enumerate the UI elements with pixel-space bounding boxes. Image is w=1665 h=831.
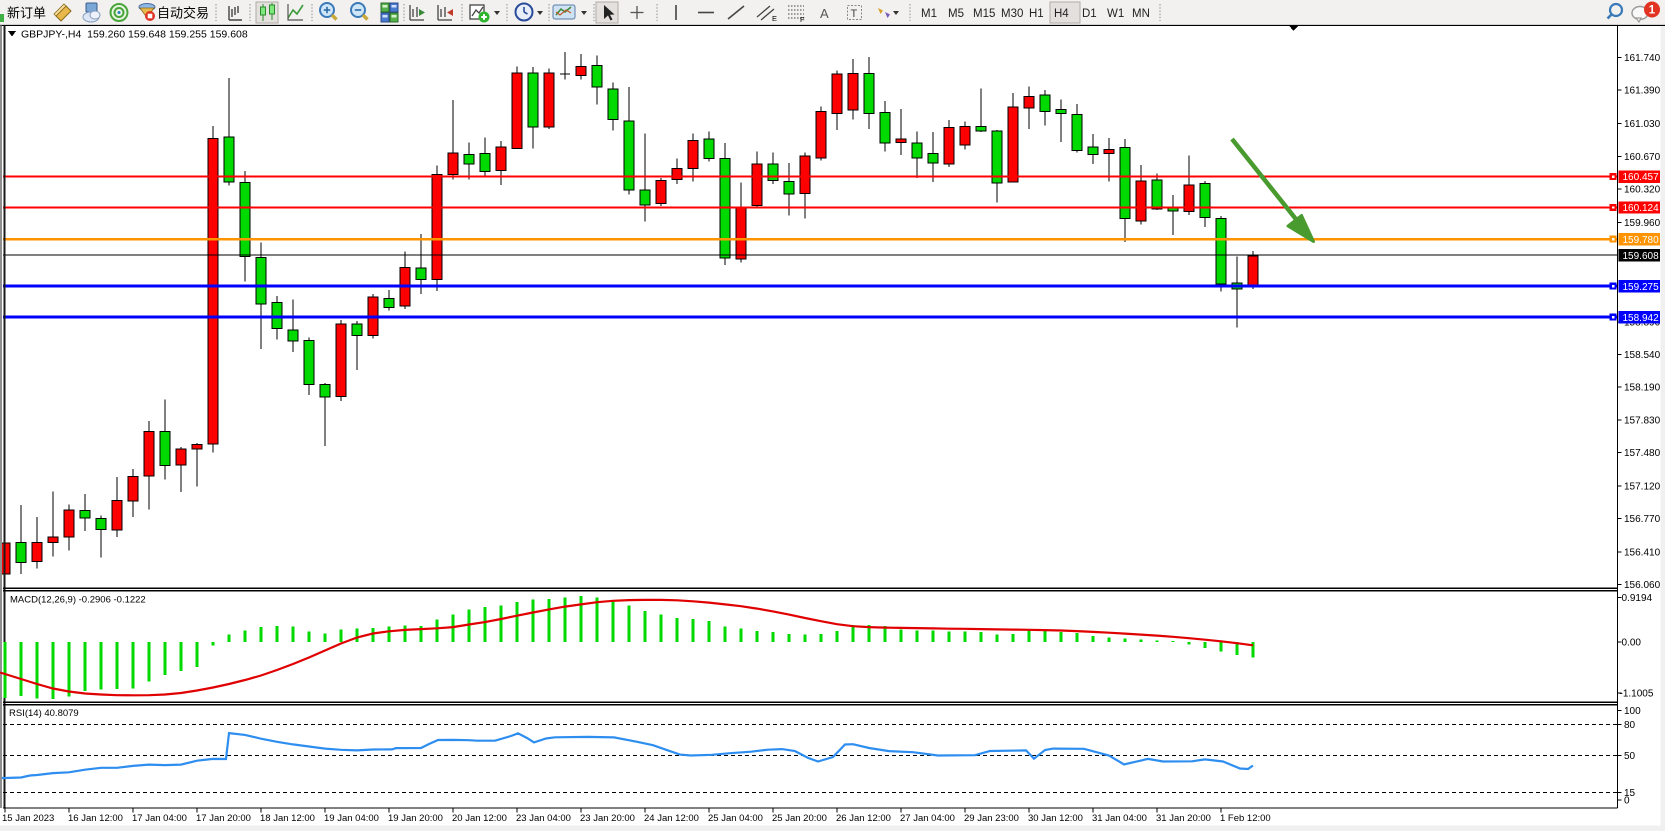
svg-text:D1: D1 <box>1082 8 1097 20</box>
svg-text:29 Jan 23:00: 29 Jan 23:00 <box>964 813 1019 824</box>
svg-text:E: E <box>772 14 777 23</box>
svg-text:0.9194: 0.9194 <box>1622 593 1653 604</box>
svg-text:18 Jan 12:00: 18 Jan 12:00 <box>260 813 315 824</box>
svg-text:159.780: 159.780 <box>1623 235 1660 246</box>
svg-text:1: 1 <box>1649 5 1656 17</box>
svg-text:27 Jan 04:00: 27 Jan 04:00 <box>900 813 955 824</box>
svg-text:-1.1005: -1.1005 <box>1620 689 1654 700</box>
svg-text:自动交易: 自动交易 <box>157 6 209 21</box>
svg-text:M15: M15 <box>973 8 995 20</box>
svg-text:156.410: 156.410 <box>1624 547 1661 558</box>
svg-text:M1: M1 <box>921 8 937 20</box>
svg-text:19 Jan 20:00: 19 Jan 20:00 <box>388 813 443 824</box>
svg-text:161.740: 161.740 <box>1624 53 1661 64</box>
svg-text:31 Jan 04:00: 31 Jan 04:00 <box>1092 813 1147 824</box>
svg-text:0: 0 <box>1624 795 1630 806</box>
svg-text:100: 100 <box>1624 706 1641 717</box>
svg-text:161.030: 161.030 <box>1624 119 1661 130</box>
svg-text:157.480: 157.480 <box>1624 448 1661 459</box>
svg-text:160.320: 160.320 <box>1624 185 1661 196</box>
svg-text:新订单: 新订单 <box>7 6 46 21</box>
svg-text:23 Jan 04:00: 23 Jan 04:00 <box>516 813 571 824</box>
svg-text:20 Jan 12:00: 20 Jan 12:00 <box>452 813 507 824</box>
svg-text:158.540: 158.540 <box>1624 350 1661 361</box>
svg-text:23 Jan 20:00: 23 Jan 20:00 <box>580 813 635 824</box>
svg-text:31 Jan 20:00: 31 Jan 20:00 <box>1156 813 1211 824</box>
svg-text:160.457: 160.457 <box>1623 172 1660 183</box>
svg-text:15 Jan 2023: 15 Jan 2023 <box>2 813 54 824</box>
svg-text:160.124: 160.124 <box>1623 203 1660 214</box>
svg-text:RSI(14) 40.8079: RSI(14) 40.8079 <box>9 708 79 719</box>
svg-text:H1: H1 <box>1029 8 1044 20</box>
svg-text:H4: H4 <box>1054 8 1069 20</box>
svg-text:16 Jan 12:00: 16 Jan 12:00 <box>68 813 123 824</box>
svg-text:25 Jan 04:00: 25 Jan 04:00 <box>708 813 763 824</box>
svg-text:19 Jan 04:00: 19 Jan 04:00 <box>324 813 379 824</box>
svg-text:156.060: 156.060 <box>1624 580 1661 591</box>
svg-text:GBPJPY-,H4 159.260 159.648 15: GBPJPY-,H4 159.260 159.648 159.255 159.6… <box>21 28 248 40</box>
svg-text:157.830: 157.830 <box>1624 416 1661 427</box>
svg-text:M30: M30 <box>1001 8 1023 20</box>
svg-text:A: A <box>820 6 829 21</box>
svg-text:F: F <box>800 15 805 24</box>
svg-text:17 Jan 20:00: 17 Jan 20:00 <box>196 813 251 824</box>
svg-text:T: T <box>851 8 858 20</box>
svg-text:17 Jan 04:00: 17 Jan 04:00 <box>132 813 187 824</box>
svg-text:26 Jan 12:00: 26 Jan 12:00 <box>836 813 891 824</box>
svg-text:25 Jan 20:00: 25 Jan 20:00 <box>772 813 827 824</box>
svg-text:159.608: 159.608 <box>1623 251 1660 262</box>
svg-text:0.00: 0.00 <box>1622 638 1642 649</box>
svg-text:30 Jan 12:00: 30 Jan 12:00 <box>1028 813 1083 824</box>
svg-text:W1: W1 <box>1107 8 1124 20</box>
svg-text:24 Jan 12:00: 24 Jan 12:00 <box>644 813 699 824</box>
svg-text:MACD(12,26,9) -0.2906 -0.1222: MACD(12,26,9) -0.2906 -0.1222 <box>10 595 146 606</box>
svg-text:M5: M5 <box>948 8 964 20</box>
svg-text:157.120: 157.120 <box>1624 482 1661 493</box>
svg-text:1 Feb 12:00: 1 Feb 12:00 <box>1220 813 1271 824</box>
svg-text:158.190: 158.190 <box>1624 382 1661 393</box>
svg-text:MN: MN <box>1132 8 1150 20</box>
svg-text:50: 50 <box>1624 751 1636 762</box>
svg-text:159.275: 159.275 <box>1623 282 1660 293</box>
svg-text:160.670: 160.670 <box>1624 152 1661 163</box>
svg-text:80: 80 <box>1624 720 1636 731</box>
svg-text:156.770: 156.770 <box>1624 514 1661 525</box>
svg-text:161.390: 161.390 <box>1624 85 1661 96</box>
svg-text:158.942: 158.942 <box>1623 313 1660 324</box>
svg-text:159.960: 159.960 <box>1624 218 1661 229</box>
svg-text:15: 15 <box>1624 788 1636 799</box>
